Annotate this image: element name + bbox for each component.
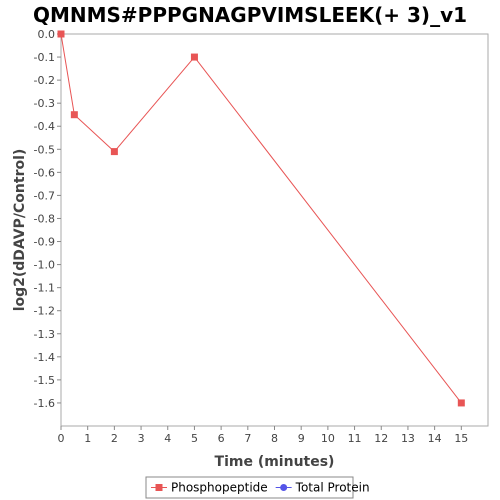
x-tick-label: 7: [244, 432, 251, 445]
x-tick-label: 4: [164, 432, 171, 445]
data-point: [457, 399, 465, 407]
data-point: [70, 111, 78, 119]
y-tick-label: -1.2: [34, 305, 55, 318]
x-axis-label: Time (minutes): [215, 454, 335, 470]
x-tick-label: 14: [428, 432, 442, 445]
legend-label: Total Protein: [295, 481, 370, 495]
plot-area: [60, 33, 489, 427]
legend-marker: [155, 484, 163, 491]
x-tick-label: 8: [271, 432, 278, 445]
y-tick-label: -0.1: [34, 51, 55, 64]
y-tick-label: -0.8: [34, 212, 55, 225]
y-tick-label: -0.4: [34, 120, 55, 133]
x-tick-label: 1: [84, 432, 91, 445]
legend-label: Phosphopeptide: [171, 481, 268, 495]
series-layer: [57, 30, 465, 407]
y-tick-label: -0.2: [34, 74, 55, 87]
y-tick-label: -1.5: [34, 374, 55, 387]
y-tick-label: -0.9: [34, 236, 55, 249]
x-tick-label: 10: [321, 432, 335, 445]
plot-frame: [60, 33, 489, 427]
x-tick-label: 6: [218, 432, 225, 445]
x-tick-label: 13: [401, 432, 415, 445]
y-tick-label: -0.5: [34, 143, 55, 156]
y-tick-label: -0.3: [34, 97, 55, 110]
legend: Phosphopeptide Total Protein: [145, 476, 370, 499]
x-tick-label: 15: [454, 432, 468, 445]
x-tick-label: 0: [58, 432, 65, 445]
y-tick-label: -1.6: [34, 397, 55, 410]
x-tick-label: 11: [348, 432, 362, 445]
y-tick-label: -1.1: [34, 282, 55, 295]
y-tick-label: -1.3: [34, 328, 55, 341]
y-tick-label: -1.0: [34, 259, 55, 272]
data-point: [110, 148, 118, 156]
x-tick-label: 12: [374, 432, 388, 445]
chart-title: QMNMS#PPPGNAGPVIMSLEEK(+ 3)_v1: [33, 3, 467, 27]
x-tick-label: 9: [298, 432, 305, 445]
y-tick-label: -0.7: [34, 189, 55, 202]
y-axis-label: log2(dDAVP/Control): [12, 149, 28, 312]
y-tick-label: -1.4: [34, 351, 55, 364]
data-point: [190, 53, 198, 61]
legend-box: [145, 476, 354, 499]
y-axis: 0.0 -0.1 -0.2 -0.3 -0.4 -0.5 -0.6 -0.7 -0.8 -0.9 -…: [34, 28, 61, 410]
x-tick-label: 5: [191, 432, 198, 445]
y-tick-label: -0.6: [34, 166, 55, 179]
legend-marker: [280, 484, 288, 491]
x-tick-label: 3: [138, 432, 145, 445]
y-tick-label: 0.0: [38, 28, 56, 41]
data-point: [57, 30, 65, 38]
x-axis: 0 1 2 3 4 5 6 7 8 9 10 11 12 13 14 15: [58, 426, 468, 445]
x-tick-label: 2: [111, 432, 118, 445]
